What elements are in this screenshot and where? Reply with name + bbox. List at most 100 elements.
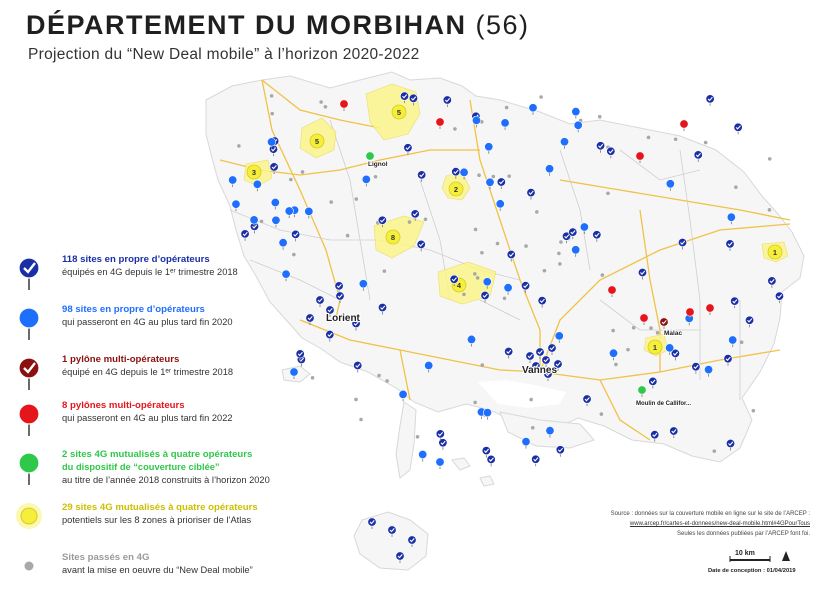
city-label: Vannes [522,365,557,376]
operator-planned-site-pin [571,107,581,119]
passed-site-dot [530,425,535,430]
passed-site-dot [345,233,350,238]
operator-planned-site-pin [528,103,538,115]
targeted-marker-icon [18,452,40,485]
operator-planned-site-pin [571,245,581,257]
minor-road [559,149,591,271]
passed-site-dot [767,208,772,212]
operator-4g-site-pin [378,303,388,315]
operator-planned-site-pin [521,437,531,449]
operator-4g-site-pin [486,454,496,467]
zone-number-label: 8 [391,233,395,242]
passed-site-dot [453,127,457,131]
major-road [599,379,651,441]
operator-4g-site-pin [650,430,660,442]
operator-4g-site-pin [521,281,531,293]
operator-planned-site-pin [228,175,238,188]
operator-planned-marker-icon [18,307,40,340]
passed-site-dot [359,417,363,422]
passed-site-dot [477,173,481,178]
pylon-planned-pin [685,307,695,319]
island-belle-ile [353,511,429,571]
operator-4g-site-pin [325,305,335,317]
operator-4g-site-pin [417,170,427,182]
operator-planned-site-pin [284,206,294,219]
zone-number-marker [385,229,401,245]
legend-text-1: 98 sites en propre d’opérateurs [62,304,205,315]
passed-site-dot [646,135,651,140]
legend-text-1: Sites passés en 4G [62,552,150,563]
legend-item-pylon-4g: 1 pylône multi-opérateurs équipé en 4G de… [0,348,280,394]
operator-4g-site-pin [582,394,592,407]
peninsula-quiberon [395,401,417,479]
pylon-planned-marker-icon [18,403,40,436]
title-text: DÉPARTEMENT DU MORBIHAN [26,10,467,40]
operator-planned-site-pin [472,115,482,128]
passed-site-dot [631,325,636,330]
legend-text-1: 1 pylône multi-opérateurs [62,354,180,365]
major-road [559,179,791,221]
passed-site-dot [495,241,500,246]
pylon-planned-pin [435,117,445,129]
source-link[interactable]: www.arcep.fr/cartes-et-donnees/new-deal-… [629,521,810,527]
operator-4g-site-pin [438,438,448,450]
pylon-4g-pin [659,317,669,329]
major-road [261,79,341,319]
source-line-1: Source : données sur la couverture mobil… [610,511,810,517]
operator-planned-site-pin [267,137,277,149]
zone-number-label: 3 [252,168,256,177]
operator-planned-site-pin [545,426,555,438]
operator-planned-site-pin [289,367,299,379]
city-label: Lignol [368,161,388,168]
operator-planned-site-pin [665,343,675,355]
legend-text-2: équipé en 4G depuis le 1ᵉʳ trimestre 201… [62,367,234,377]
major-road [539,223,791,373]
operator-4g-site-pin [670,348,680,361]
operator-planned-site-pin [545,164,555,176]
passed-site-dot [734,185,738,189]
minor-road [679,149,701,380]
passed-site-dot [751,408,756,413]
operator-planned-site-pin [304,206,314,219]
passed-site-dot [354,197,359,201]
passed-site-dot [385,379,389,383]
operator-planned-site-pin [252,179,262,192]
operator-4g-site-pin [537,296,547,308]
operator-4g-site-pin [637,268,647,280]
zone-number-label: 1 [653,343,657,352]
legend-text-2: potentiels sur les 8 zones à prioriser d… [62,515,252,525]
operator-4g-site-pin [733,122,743,135]
minor-road [479,299,521,321]
legend-text-1: 8 pylônes multi-opérateurs [62,400,185,411]
zone-number-label: 4 [457,281,462,290]
operator-planned-site-pin [554,331,564,343]
passed-site-dot [480,250,484,255]
operator-4g-site-pin [395,551,405,563]
passed-site-dot [377,373,381,378]
operator-planned-site-pin [270,197,280,210]
passed-site-dot [611,328,615,333]
legend-text-2: équipés en 4G depuis le 1ᵉʳ trimestre 20… [62,267,238,277]
legend-item-targeted: 2 sites 4G mutualisés à quatre opérateur… [0,443,280,489]
pylon-planned-pin [635,151,645,163]
zone-number-marker [391,104,407,120]
passed-site-dot [673,137,678,142]
minor-road [329,119,371,301]
operator-planned-site-pin [278,238,288,250]
operator-4g-site-pin [377,215,387,228]
operator-4g-site-pin [555,445,565,457]
operator-4g-site-pin [596,141,606,153]
passed-site-dot [626,347,630,352]
operator-planned-site-pin [485,177,495,190]
operator-4g-site-pin [592,230,602,242]
passed-site-dot [259,219,264,224]
operator-4g-site-pin [403,143,413,155]
minor-road [249,259,341,301]
operator-4g-site-pin [730,296,740,309]
operator-planned-site-pin [573,120,583,133]
pylon-4g-marker-icon [18,357,40,390]
operator-planned-site-pin [361,174,371,187]
operator-4g-site-pin [562,231,572,244]
passed-site-dot [473,400,477,405]
operator-4g-site-pin [315,295,325,307]
